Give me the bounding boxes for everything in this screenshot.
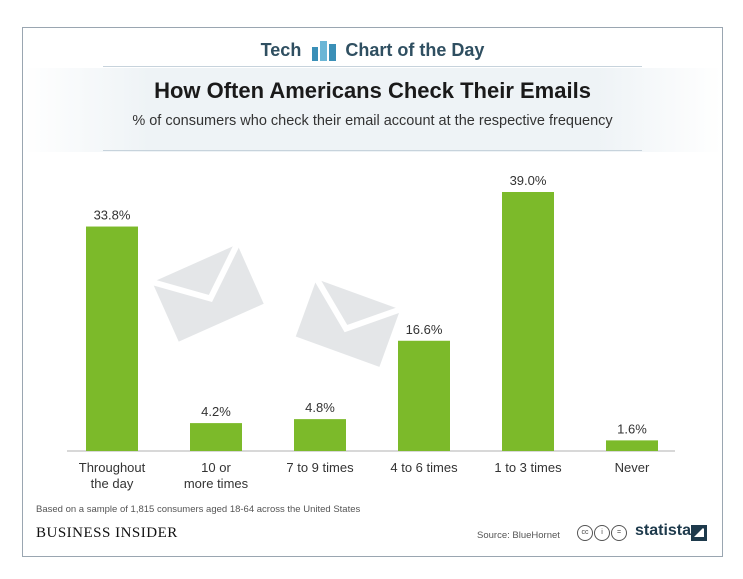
statista-logo-icon [691, 525, 707, 541]
header-divider [103, 66, 642, 67]
footnote: Based on a sample of 1,815 consumers age… [36, 504, 361, 515]
bar-1 [190, 423, 242, 451]
attribution-icon: i [594, 525, 610, 541]
title-divider [103, 150, 642, 151]
bar-3 [398, 340, 450, 451]
value-label-2: 4.8% [305, 400, 335, 415]
chart-card: Tech Chart of the Day How Often American… [22, 27, 723, 557]
bar-4 [502, 192, 554, 451]
category-label-0: Throughout the day [79, 460, 146, 491]
category-label-2: 7 to 9 times [286, 460, 354, 475]
header: Tech Chart of the Day [23, 37, 722, 63]
value-label-5: 1.6% [617, 421, 647, 436]
header-chart-of-the-day-label: Chart of the Day [345, 39, 485, 60]
category-label-4: 1 to 3 times [494, 460, 562, 475]
no-derivatives-icon: = [611, 525, 627, 541]
chart-subtitle: % of consumers who check their email acc… [132, 113, 613, 129]
envelope-illustration-icon [148, 240, 405, 371]
source-label: Source: BlueHornet [477, 530, 560, 541]
title-band [23, 68, 722, 152]
business-insider-logo: BUSINESS INSIDER [36, 525, 178, 541]
chart-title: How Often Americans Check Their Emails [154, 78, 591, 103]
cc-license-icon: cc [577, 525, 593, 541]
header-tech-label: Tech [260, 39, 302, 60]
value-label-3: 16.6% [406, 322, 443, 337]
category-label-3: 4 to 6 times [390, 460, 458, 475]
value-label-4: 39.0% [510, 173, 547, 188]
statista-logo: statista [635, 522, 692, 539]
bar-0 [86, 226, 138, 451]
value-label-0: 33.8% [94, 208, 131, 223]
bar-5 [606, 440, 658, 451]
bar-2 [294, 419, 346, 451]
chart-logo-icon [312, 41, 337, 61]
value-label-1: 4.2% [201, 404, 231, 419]
category-label-1: 10 or more times [184, 460, 249, 491]
bar-chart: 33.8% Throughout the day 4.2% 10 or more time… [67, 173, 675, 491]
category-label-5: Never [615, 460, 650, 475]
